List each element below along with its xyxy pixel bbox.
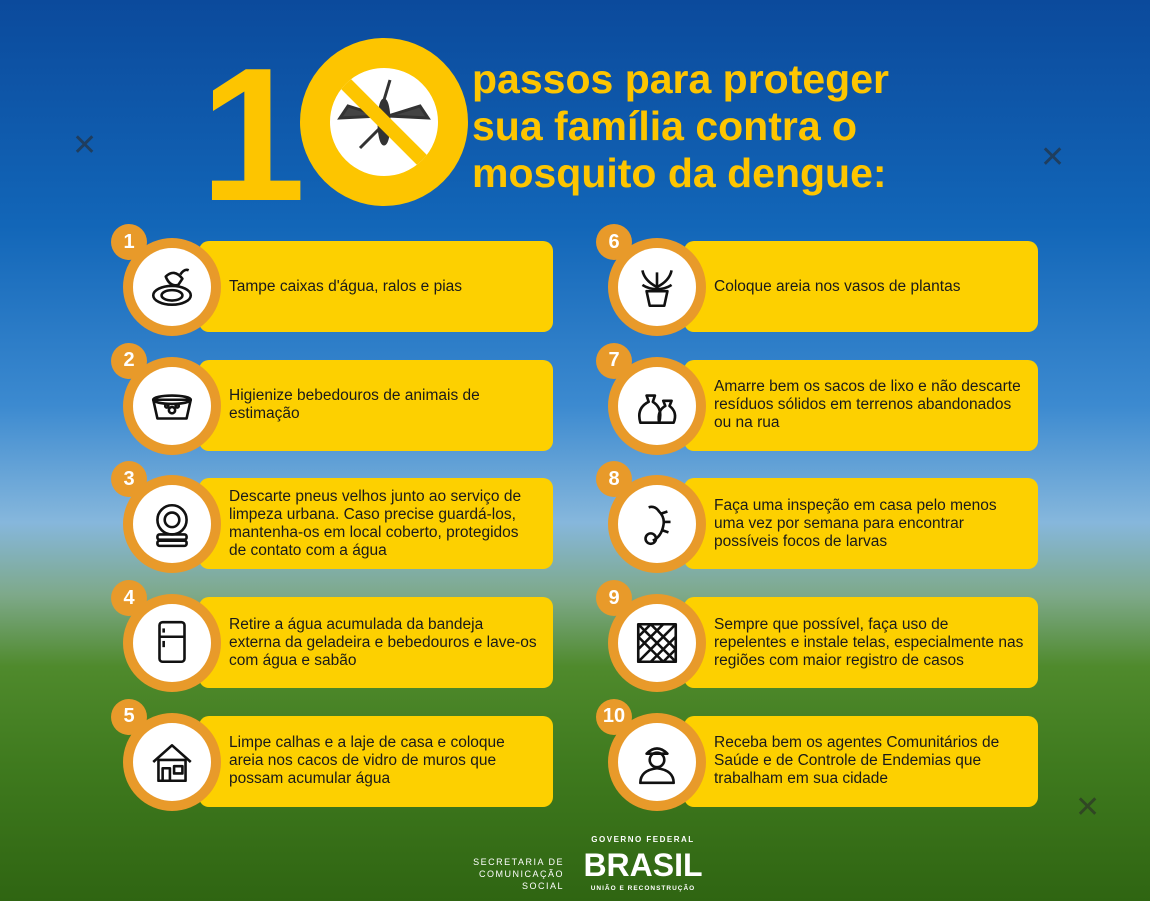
- gov-label: GOVERNO FEDERAL: [591, 835, 695, 844]
- fridge-icon: [158, 620, 186, 664]
- step-item: Higienize bebedouros de animais de estim…: [111, 342, 561, 455]
- step-card: Tampe caixas d'água, ralos e pias: [199, 241, 553, 332]
- step-card: Descarte pneus velhos junto ao serviço d…: [199, 478, 553, 570]
- step-text: Retire a água acumulada da bandeja exter…: [229, 615, 537, 669]
- health-agent-icon: [639, 746, 675, 784]
- step-item: Amarre bem os sacos de lixo e não descar…: [596, 342, 1046, 455]
- brasil-wordmark: BRASIL: [583, 847, 703, 883]
- step-number-badge: 4: [111, 580, 147, 617]
- step-icon-ring: [123, 594, 221, 693]
- step-item: Descarte pneus velhos junto ao serviço d…: [111, 461, 561, 574]
- title-line: mosquito da dengue:: [472, 150, 887, 196]
- step-number-badge: 10: [596, 698, 632, 735]
- step-number-badge: 3: [111, 461, 147, 498]
- title-line: sua família contra o: [472, 103, 858, 149]
- step-item: Sempre que possível, faça uso de repelen…: [596, 580, 1046, 693]
- governo-federal-logo: GOVERNO FEDERAL BRASIL UNIÃO E RECONSTRU…: [578, 834, 708, 894]
- title-number-one: 1: [200, 29, 306, 241]
- slogan: UNIÃO E RECONSTRUÇÃO: [590, 885, 696, 892]
- house-icon: [152, 743, 192, 782]
- plant-pot-icon: [641, 270, 673, 308]
- no-mosquito-icon: [300, 38, 468, 206]
- step-number-badge: 5: [111, 698, 147, 735]
- step-number-badge: 8: [596, 461, 632, 498]
- step-card: Limpe calhas e a laje de casa e coloque …: [199, 715, 553, 807]
- step-card: Faça uma inspeção em casa pelo menos uma…: [684, 478, 1038, 570]
- step-item: Receba bem os agentes Comunitários de Sa…: [596, 698, 1046, 811]
- step-text: Descarte pneus velhos junto ao serviço d…: [229, 487, 522, 559]
- page-title: passos para proteger sua família contra …: [472, 56, 889, 197]
- step-text: Faça uma inspeção em casa pelo menos uma…: [714, 496, 997, 550]
- step-text: Higienize bebedouros de animais de estim…: [229, 387, 480, 423]
- step-item: Limpe calhas e a laje de casa e coloque …: [111, 698, 561, 811]
- step-card: Coloque areia nos vasos de plantas: [684, 241, 1038, 332]
- title-line: passos para proteger: [472, 56, 889, 102]
- step-number-badge: 1: [111, 224, 147, 260]
- step-card: Retire a água acumulada da bandeja exter…: [199, 597, 553, 689]
- step-card: Receba bem os agentes Comunitários de Sa…: [684, 715, 1038, 807]
- step-number-badge: 7: [596, 342, 632, 379]
- step-text: Tampe caixas d'água, ralos e pias: [229, 277, 463, 295]
- step-item: Faça uma inspeção em casa pelo menos uma…: [596, 461, 1046, 574]
- secretaria-logo: SECRETARIA DE COMUNICAÇÃO SOCIAL: [436, 856, 564, 892]
- step-card: Amarre bem os sacos de lixo e não descar…: [684, 359, 1038, 451]
- step-card: Sempre que possível, faça uso de repelen…: [684, 597, 1038, 689]
- step-card: Higienize bebedouros de animais de estim…: [199, 359, 553, 451]
- mosquito-decoration-icon: ✕: [72, 129, 98, 162]
- secretaria-line: COMUNICAÇÃO SOCIAL: [478, 869, 564, 891]
- step-text: Coloque areia nos vasos de plantas: [714, 277, 961, 295]
- step-item: Retire a água acumulada da bandeja exter…: [111, 580, 561, 693]
- screen-net-icon: [636, 623, 678, 664]
- trash-bag-icon: [637, 393, 677, 424]
- tire-icon: [156, 504, 188, 548]
- mosquito-decoration-icon: ✕: [1040, 141, 1066, 174]
- step-item: Coloque areia nos vasos de plantas 6: [596, 224, 1046, 336]
- mosquito-decoration-icon: ✕: [1075, 791, 1101, 824]
- larva-icon: [644, 505, 671, 546]
- step-text: Amarre bem os sacos de lixo e não descar…: [714, 378, 1021, 432]
- step-number-badge: 6: [596, 224, 632, 260]
- step-number-badge: 2: [111, 342, 147, 379]
- step-number-badge: 9: [596, 580, 632, 617]
- step-text: Sempre que possível, faça uso de repelen…: [714, 615, 1024, 669]
- secretaria-line: SECRETARIA DE: [473, 857, 564, 867]
- step-text: Limpe calhas e a laje de casa e coloque …: [229, 734, 505, 788]
- pet-bowl-icon: [151, 393, 193, 420]
- step-text: Receba bem os agentes Comunitários de Sa…: [714, 734, 1000, 788]
- step-icon-ring: [608, 475, 706, 574]
- step-item: Tampe caixas d'água, ralos e pias 1: [111, 224, 561, 336]
- drain-icon: [151, 268, 193, 307]
